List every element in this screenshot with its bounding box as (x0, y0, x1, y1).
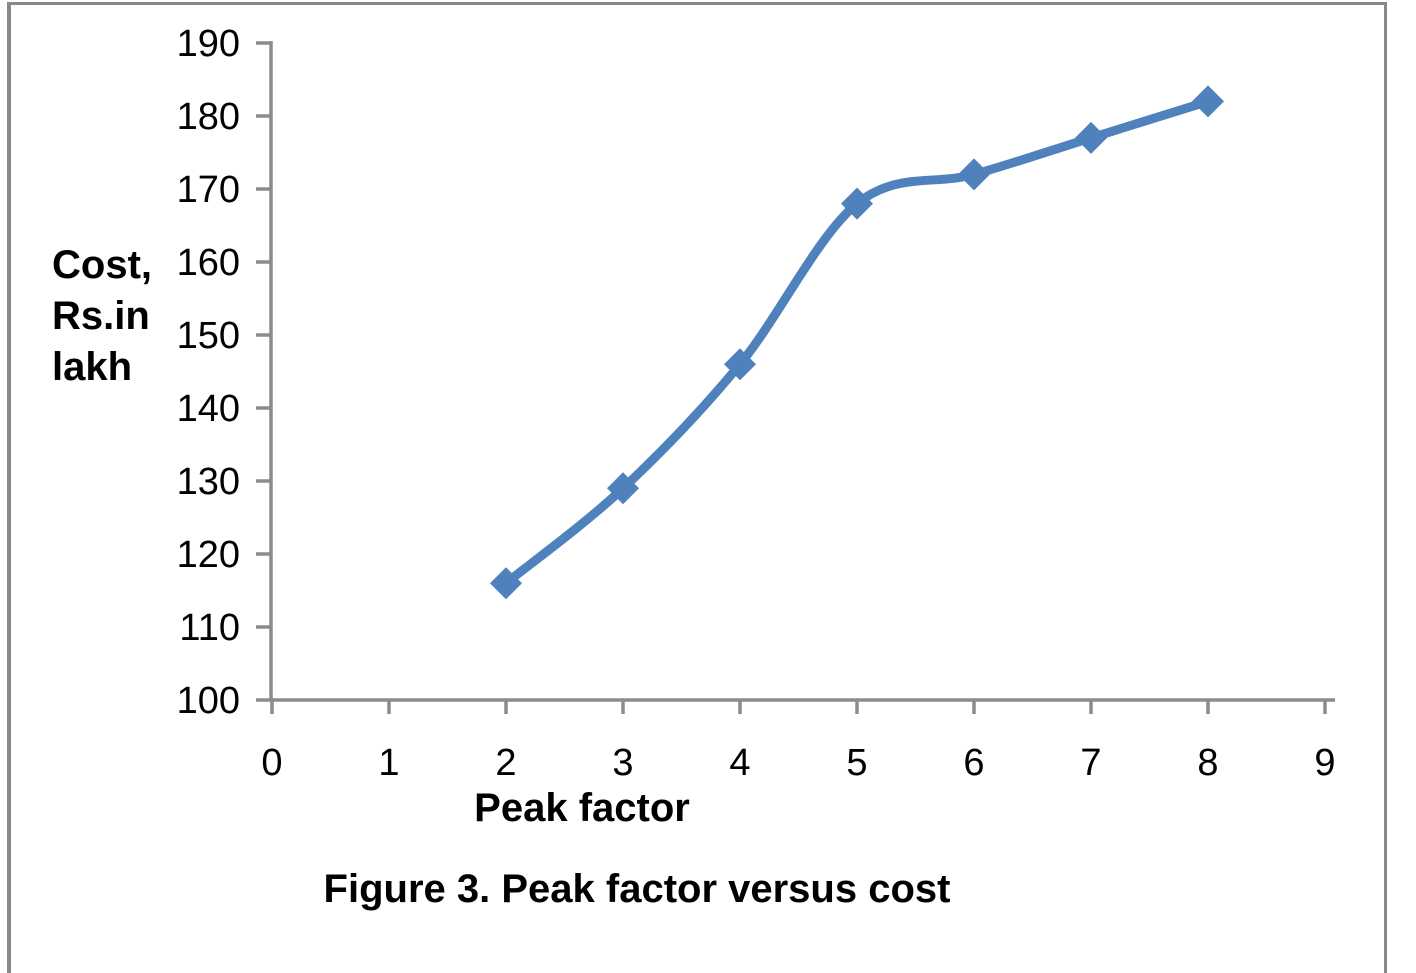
data-point-marker (607, 472, 639, 505)
x-tick-label: 5 (846, 742, 867, 784)
data-point-marker (724, 348, 756, 381)
x-tick-label: 4 (729, 742, 750, 784)
figure-border-frame (7, 2, 1387, 973)
y-axis-title-line2: Rs.in (52, 294, 150, 338)
y-tick-label: 160 (177, 242, 240, 284)
y-axis-title-line3: lakh (52, 345, 133, 389)
x-tick-label: 1 (378, 742, 399, 784)
data-point-marker (958, 158, 990, 191)
y-tick-label: 120 (177, 534, 240, 576)
x-tick-label: 9 (1314, 742, 1335, 784)
y-axis-title-line1: Cost, (52, 243, 152, 287)
x-tick-label: 2 (495, 742, 516, 784)
x-tick-label: 0 (261, 742, 282, 784)
x-tick-label: 3 (612, 742, 633, 784)
data-point-marker (1192, 85, 1224, 118)
x-tick-label: 8 (1197, 742, 1218, 784)
y-tick-label: 140 (177, 388, 240, 430)
x-tick-label: 6 (963, 742, 984, 784)
y-tick-label: 190 (177, 23, 240, 65)
y-tick-label: 170 (177, 169, 240, 211)
data-point-marker (841, 187, 873, 220)
figure-caption: Figure 3. Peak factor versus cost (323, 867, 951, 911)
y-axis-title: Cost, Rs.in lakh (52, 240, 152, 393)
y-tick-label: 110 (179, 607, 240, 649)
x-axis-title: Peak factor (474, 786, 690, 830)
y-tick-label: 180 (177, 96, 240, 138)
y-tick-label: 100 (177, 680, 240, 722)
data-point-marker (490, 567, 522, 600)
data-point-marker (1075, 121, 1107, 154)
x-tick-label: 7 (1080, 742, 1101, 784)
y-tick-label: 150 (177, 315, 240, 357)
series-line (501, 96, 1213, 588)
y-tick-label: 130 (177, 461, 240, 503)
